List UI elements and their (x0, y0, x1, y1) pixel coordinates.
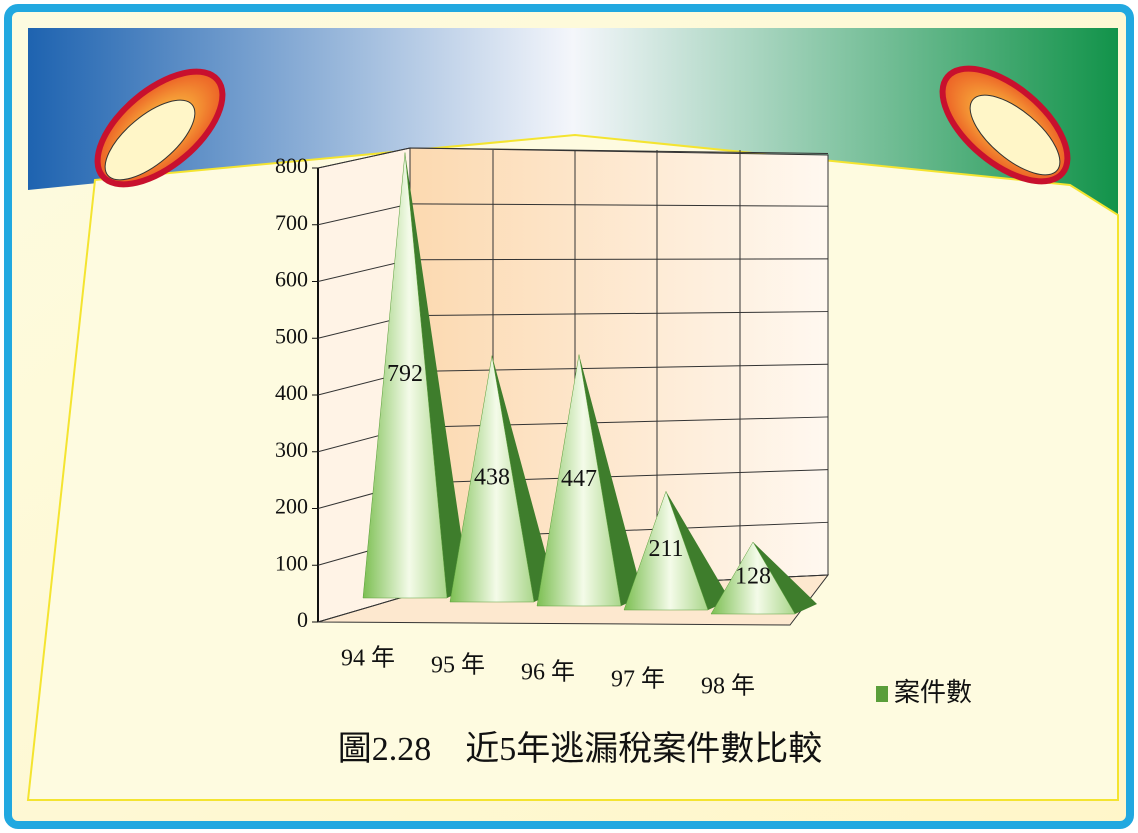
x-tick-label: 95 年 (431, 652, 485, 679)
cone (710, 541, 796, 615)
cone-shade (753, 542, 817, 614)
x-tick-label: 96 年 (521, 659, 575, 686)
y-tick-label: 100 (275, 550, 308, 575)
x-tick-label: 97 年 (611, 666, 665, 693)
cone-shade (492, 355, 556, 602)
x-tick-label: 98 年 (701, 673, 755, 700)
grid-line (409, 311, 829, 317)
cone-shade (666, 491, 730, 610)
data-label: 211 (648, 536, 683, 562)
x-tick-label: 94 年 (341, 645, 395, 672)
data-label: 438 (474, 464, 510, 490)
grid-line (409, 203, 829, 207)
y-tick-label: 600 (275, 267, 308, 292)
y-tick-label: 200 (275, 494, 308, 519)
cone (623, 490, 709, 611)
legend-label: 案件數 (894, 678, 972, 707)
cone-shade (405, 152, 469, 598)
grid-line (409, 147, 829, 154)
grid-line (317, 147, 411, 169)
grid-line (409, 258, 829, 261)
lamp-left (94, 68, 226, 188)
grid-line (409, 363, 829, 372)
grid-line (317, 594, 411, 623)
data-label: 792 (387, 361, 423, 387)
cone-shade (579, 354, 643, 606)
data-label: 128 (735, 564, 771, 590)
cone (449, 355, 535, 603)
y-tick-label: 800 (275, 153, 308, 178)
y-tick-label: 400 (275, 380, 308, 405)
y-tick-label: 500 (275, 323, 308, 348)
data-label: 447 (561, 466, 597, 492)
grid-line (317, 203, 411, 226)
y-tick-label: 300 (275, 437, 308, 462)
lamp-right (939, 65, 1071, 185)
chart-title: 圖2.28 近5年逃漏稅案件數比較 (338, 730, 823, 768)
y-tick-label: 0 (297, 607, 308, 632)
cone (536, 354, 622, 607)
legend-swatch (876, 686, 888, 702)
y-tick-label: 700 (275, 210, 308, 235)
grid-line (409, 416, 829, 428)
cone (362, 152, 448, 599)
